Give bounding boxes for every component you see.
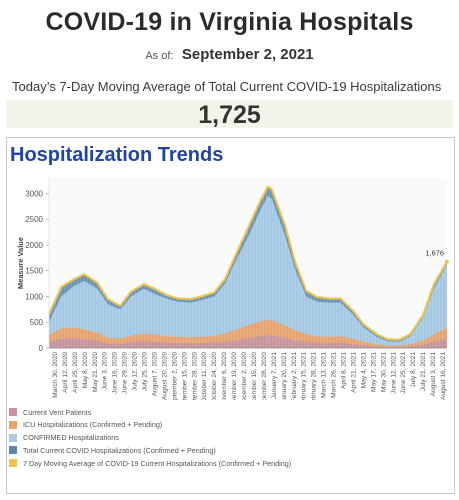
big-number: 1,725 xyxy=(198,101,261,129)
y-tick-label: 0 xyxy=(39,344,44,353)
x-tick-label: August 7, 2020 xyxy=(152,352,159,397)
x-tick-label: May 30, 2021 xyxy=(380,352,387,392)
x-tick-label: August 16, 2021 xyxy=(440,352,447,400)
legend-label: ICU Hospitalizations (Confirmed + Pendin… xyxy=(23,420,163,430)
legend-swatch xyxy=(9,433,17,442)
legend-swatch xyxy=(9,446,17,455)
x-tick-label: May 21, 2020 xyxy=(92,352,99,392)
x-tick-label: February 2, 2021 xyxy=(291,352,298,400)
hospitalization-chart[interactable]: 0 500 1000 1500 2000 2500 3000 Measure Value 1,6… xyxy=(11,170,455,400)
x-tick-label: February 15, 2021 xyxy=(301,352,308,400)
x-tick-label: May 17, 2021 xyxy=(370,352,377,392)
series-area-1 xyxy=(49,319,447,348)
legend-swatch xyxy=(9,459,17,468)
x-tick-label: April 8, 2021 xyxy=(341,352,348,389)
x-tick-label: December 15, 2020 xyxy=(251,352,258,400)
big-number-box: 1,725 xyxy=(6,100,453,129)
legend-item[interactable]: ICU Hospitalizations (Confirmed + Pendin… xyxy=(9,419,291,431)
x-tick-label: March 30, 2020 xyxy=(52,352,59,398)
x-tick-label: August 20, 2020 xyxy=(161,352,168,400)
x-tick-label: October 24, 2020 xyxy=(211,352,218,400)
x-tick-label: May 4, 2021 xyxy=(360,352,367,389)
x-tick-label: June 16, 2020 xyxy=(112,352,119,394)
x-tick-label: October 11, 2020 xyxy=(201,352,208,400)
legend-swatch xyxy=(9,408,17,416)
x-tick-label: September 28, 2020 xyxy=(191,352,198,400)
chart-legend: Current Vent Patients ICU Hospitalization… xyxy=(9,406,291,470)
moving-average-line xyxy=(48,185,448,341)
legend-item[interactable]: Total Current COVID Hospitalizations (Co… xyxy=(9,444,291,456)
y-tick-label: 2500 xyxy=(25,215,43,224)
legend-label: CONFIRMED Hospitalizations xyxy=(23,433,119,443)
y-tick-label: 500 xyxy=(30,318,44,327)
series-area-0 xyxy=(49,335,447,348)
x-tick-label: June 29, 2020 xyxy=(122,352,129,394)
as-of: As of: September 2, 2021 xyxy=(0,46,459,64)
end-point xyxy=(445,259,449,264)
x-tick-label: April 12, 2020 xyxy=(62,352,69,393)
y-tick-label: 2000 xyxy=(25,241,43,250)
x-tick-label: September 15, 2020 xyxy=(181,352,188,400)
x-tick-label: November 6, 2020 xyxy=(221,352,228,400)
as-of-date: September 2, 2021 xyxy=(181,46,314,63)
x-tick-label: May 8, 2020 xyxy=(82,352,89,389)
series-area-2 xyxy=(49,196,447,348)
legend-label: Total Current COVID Hospitalizations (Co… xyxy=(23,445,216,455)
x-tick-label: July 8, 2021 xyxy=(410,352,417,388)
legend-item[interactable]: 7 Day Moving Average of COVID-19 Current… xyxy=(9,457,291,469)
page-title: COVID-19 in Virginia Hospitals xyxy=(45,8,414,36)
legend-label: 7 Day Moving Average of COVID-19 Current… xyxy=(23,458,292,468)
x-tick-label: January 20, 2021 xyxy=(281,352,288,400)
y-tick-label: 1000 xyxy=(25,292,43,301)
y-tick-label: 1500 xyxy=(25,267,43,276)
legend-label: Current Vent Patients xyxy=(23,407,92,417)
x-tick-label: July 12, 2020 xyxy=(132,352,139,392)
legend-item[interactable]: Current Vent Patients xyxy=(9,406,291,418)
y-tick-label: 3000 xyxy=(25,189,43,198)
x-tick-label: January 7, 2021 xyxy=(271,352,278,400)
x-tick-label: April 25, 2020 xyxy=(72,352,79,393)
panel-title: Hospitalization Trends xyxy=(10,144,224,166)
legend-swatch xyxy=(9,420,17,429)
x-tick-label: December 2, 2020 xyxy=(241,352,248,400)
x-tick-label: March 13, 2021 xyxy=(321,352,328,398)
x-tick-label: July 21, 2021 xyxy=(420,352,427,392)
as-of-label: As of: xyxy=(145,50,174,62)
x-tick-label: June 12, 2021 xyxy=(390,352,397,394)
y-axis-label: Measure Value xyxy=(16,237,25,289)
x-tick-label: April 21, 2021 xyxy=(351,352,358,393)
end-value-label: 1,676 xyxy=(425,249,444,258)
legend-item[interactable]: CONFIRMED Hospitalizations xyxy=(9,432,291,444)
x-tick-label: September 2, 2020 xyxy=(171,352,178,400)
x-tick-label: June 25, 2021 xyxy=(400,352,407,394)
x-tick-label: December 28, 2020 xyxy=(261,352,268,400)
x-tick-label: August 3, 2021 xyxy=(430,352,437,397)
x-tick-label: March 26, 2021 xyxy=(331,352,338,398)
x-tick-label: November 19, 2020 xyxy=(231,352,238,400)
x-tick-label: June 3, 2020 xyxy=(102,352,109,390)
x-tick-label: February 28, 2021 xyxy=(311,352,318,400)
moving-average-heading: Today’s 7-Day Moving Average of Total Cu… xyxy=(12,79,442,94)
x-tick-label: July 25, 2020 xyxy=(142,352,149,392)
